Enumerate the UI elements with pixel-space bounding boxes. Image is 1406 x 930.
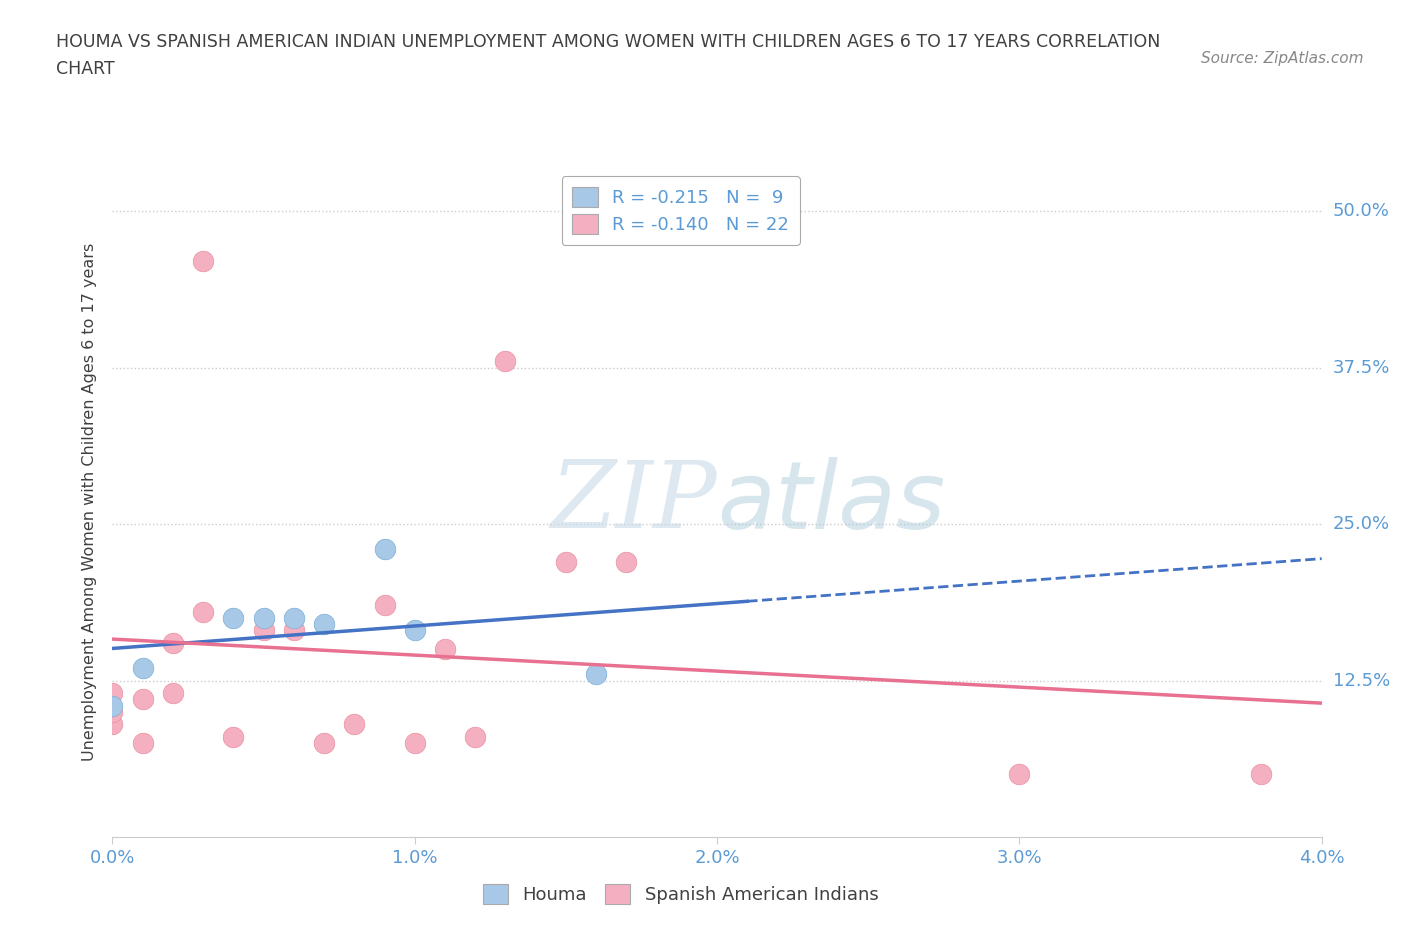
Text: CHART: CHART — [56, 60, 115, 78]
Text: 25.0%: 25.0% — [1333, 515, 1391, 533]
Text: 12.5%: 12.5% — [1333, 671, 1391, 689]
Legend: Houma, Spanish American Indians: Houma, Spanish American Indians — [472, 873, 890, 915]
Point — [404, 736, 426, 751]
Text: atlas: atlas — [717, 457, 945, 548]
Point — [404, 623, 426, 638]
Point — [101, 698, 124, 713]
Text: ZIP: ZIP — [550, 458, 717, 547]
Point — [191, 254, 215, 269]
Point — [132, 692, 155, 707]
Point — [253, 610, 276, 625]
Text: Source: ZipAtlas.com: Source: ZipAtlas.com — [1201, 51, 1364, 66]
Point — [343, 717, 366, 732]
Y-axis label: Unemployment Among Women with Children Ages 6 to 17 years: Unemployment Among Women with Children A… — [82, 243, 97, 762]
Point — [1250, 767, 1272, 782]
Point — [283, 623, 305, 638]
Point — [312, 617, 335, 631]
Point — [373, 598, 396, 613]
Point — [585, 667, 607, 682]
Point — [132, 736, 155, 751]
Point — [253, 623, 276, 638]
Point — [162, 635, 184, 650]
Point — [191, 604, 215, 619]
Point — [312, 736, 335, 751]
Point — [162, 685, 184, 700]
Point — [616, 554, 638, 569]
Point — [283, 610, 305, 625]
Point — [222, 610, 245, 625]
Point — [1008, 767, 1031, 782]
Point — [101, 685, 124, 700]
Point — [554, 554, 576, 569]
Point — [433, 642, 456, 657]
Point — [222, 729, 245, 744]
Text: 37.5%: 37.5% — [1333, 359, 1391, 377]
Text: 50.0%: 50.0% — [1333, 202, 1389, 220]
Point — [132, 660, 155, 675]
Point — [373, 541, 396, 556]
Point — [495, 354, 517, 369]
Text: HOUMA VS SPANISH AMERICAN INDIAN UNEMPLOYMENT AMONG WOMEN WITH CHILDREN AGES 6 T: HOUMA VS SPANISH AMERICAN INDIAN UNEMPLO… — [56, 33, 1160, 50]
Point — [464, 729, 486, 744]
Point — [101, 717, 124, 732]
Point — [101, 704, 124, 719]
